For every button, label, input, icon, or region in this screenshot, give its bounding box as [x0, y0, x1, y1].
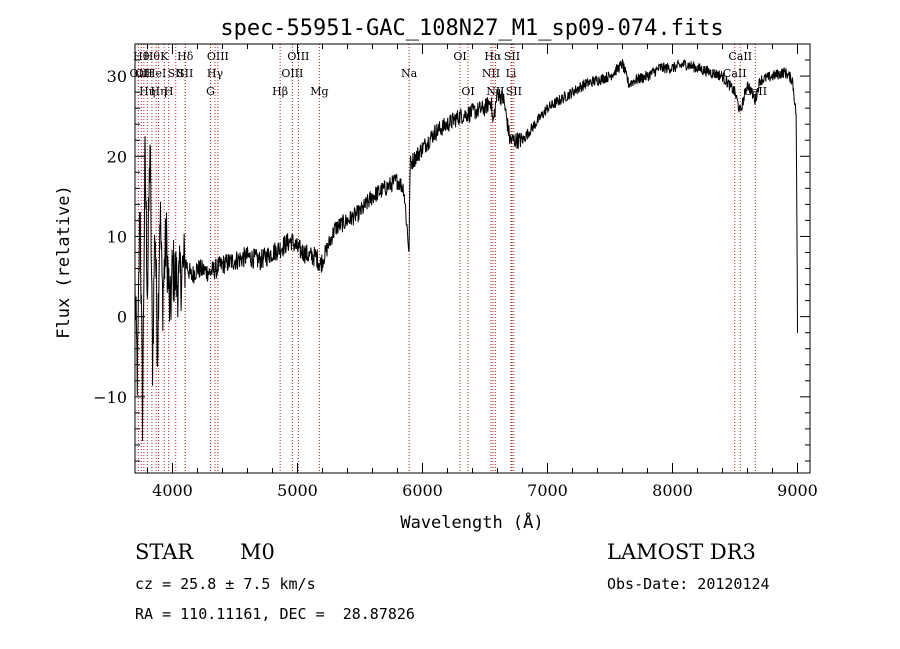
line-label: NII [482, 67, 500, 80]
x-tick-label: 5000 [277, 481, 318, 500]
line-label: OIII [287, 50, 309, 63]
line-label: K [160, 50, 169, 63]
line-label: Hγ [207, 67, 224, 80]
line-label: SII [504, 50, 520, 63]
line-label: Hθ [144, 50, 161, 63]
observation-date: Obs-Date: 20120124 [607, 575, 770, 593]
object-subclass: M0 [240, 540, 275, 564]
line-label: OIII [281, 67, 303, 80]
redshift-cz: cz = 25.8 ± 7.5 km/s [135, 575, 316, 593]
line-label: Mg [310, 85, 328, 98]
spectrum-chart: spec-55951-GAC_108N27_M1_sp09-074.fits O… [54, 16, 818, 533]
spectral-lines: OIIHθOIIHηHθHeIHηKHSIIHδSIIGHγOIIIHβOIII… [130, 44, 767, 473]
line-label: OII [135, 67, 153, 80]
chart-title: spec-55951-GAC_108N27_M1_sp09-074.fits [220, 16, 723, 41]
y-tick-label: 0 [117, 308, 127, 327]
line-label: Hβ [272, 85, 288, 98]
axis-ticks: 4000 5000 6000 7000 8000 9000 −10 0 10 20 30 [93, 43, 818, 500]
x-tick-label: 4000 [152, 481, 193, 500]
x-axis-label: Wavelength (Å) [400, 511, 543, 533]
y-tick-label: 20 [107, 147, 127, 166]
line-label: G [206, 85, 215, 98]
line-label: Hα [484, 50, 502, 63]
line-label: SII [177, 67, 193, 80]
x-tick-label: 9000 [777, 481, 818, 500]
line-label: Li [506, 67, 517, 80]
x-tick-label: 6000 [402, 481, 443, 500]
ra-dec-coordinates: RA = 110.11161, DEC = 28.87826 [135, 605, 415, 623]
x-tick-label: 7000 [527, 481, 568, 500]
spectrum-line [134, 58, 798, 441]
y-axis-label: Flux (relative) [54, 185, 74, 339]
line-label: SII [168, 67, 184, 80]
line-label: CaII [723, 67, 747, 80]
line-label: HeI [146, 67, 166, 80]
y-tick-label: 30 [107, 67, 127, 86]
line-label: SII [506, 85, 522, 98]
line-label: Na [401, 67, 418, 80]
line-label: OII [130, 67, 148, 80]
line-label: OIII [207, 50, 229, 63]
survey-name: LAMOST DR3 [607, 540, 756, 564]
y-tick-label: −10 [93, 388, 127, 407]
line-label: OI [453, 50, 466, 63]
x-tick-label: 8000 [652, 481, 693, 500]
y-tick-label: 10 [107, 227, 127, 246]
line-label: Hη [139, 85, 155, 98]
line-label: H [164, 85, 174, 98]
line-label: CaII [728, 50, 752, 63]
object-class: STAR [135, 540, 194, 564]
line-label: Hη [151, 85, 167, 98]
line-label: OI [461, 85, 474, 98]
